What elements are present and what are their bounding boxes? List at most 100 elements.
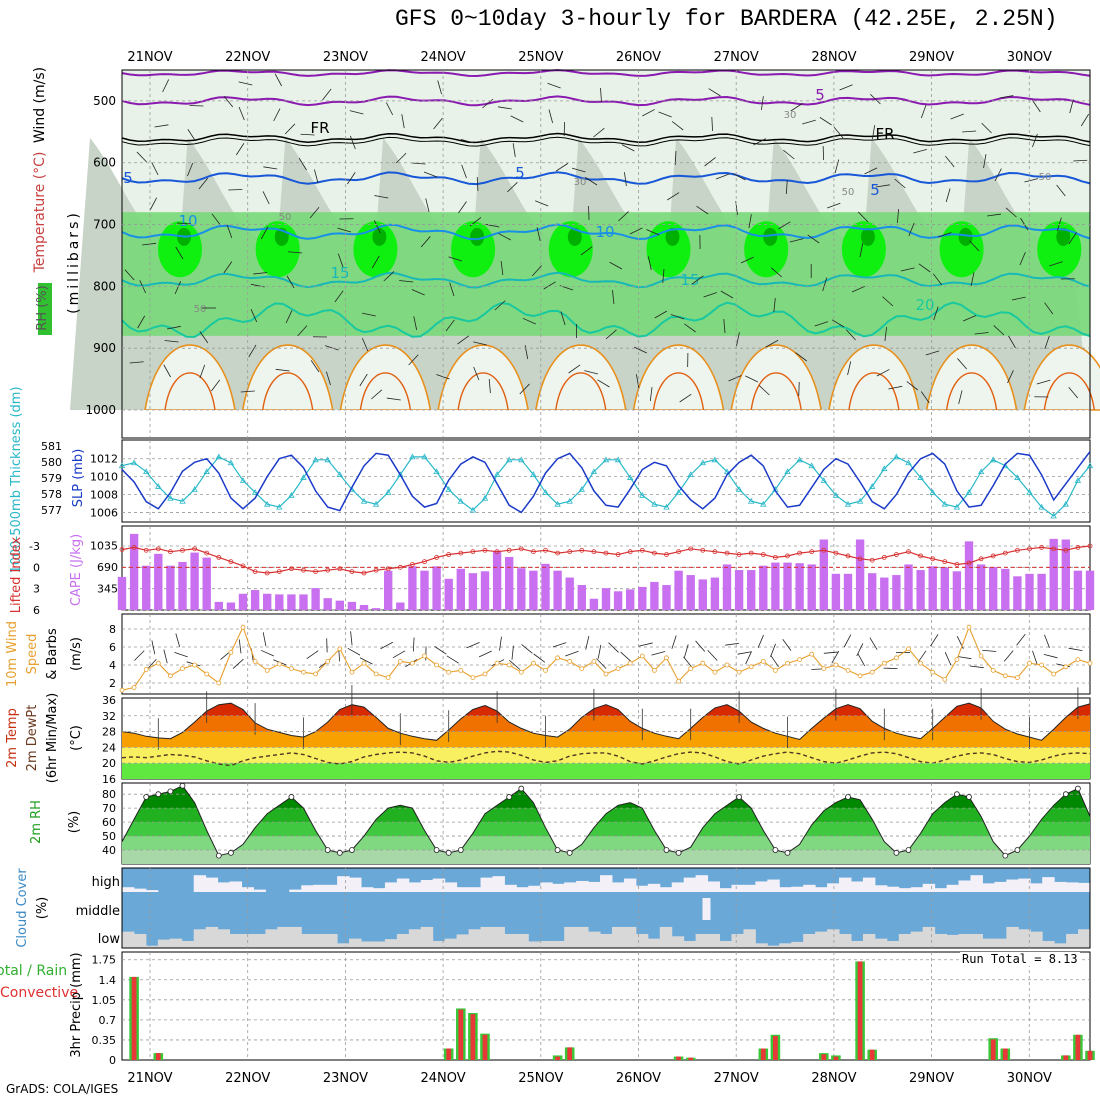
upper-wind-barb bbox=[597, 379, 610, 388]
upper-wind-barb bbox=[950, 113, 964, 120]
temp-contour-minus5 bbox=[121, 95, 1091, 107]
wind10-barb bbox=[412, 637, 415, 652]
upper-wind-barb bbox=[411, 289, 425, 296]
upper-wind-barb bbox=[819, 117, 832, 126]
upper-wind-barb bbox=[649, 387, 653, 402]
thickness-point bbox=[941, 500, 948, 507]
cloud-high-bar bbox=[588, 881, 601, 892]
cape-bar bbox=[384, 570, 393, 610]
cloud-high-bar bbox=[707, 881, 721, 892]
thickness-point bbox=[917, 474, 924, 480]
temp2m-tick: 20 bbox=[102, 757, 116, 770]
cloud-high-bar bbox=[540, 882, 553, 892]
precip-conv-bar bbox=[833, 1056, 839, 1060]
temperature-dome-inner bbox=[262, 372, 314, 411]
precip-frame bbox=[121, 951, 1091, 1061]
ylabel-lifted-index: Lifted Index bbox=[9, 536, 24, 613]
upper-wind-barb bbox=[908, 222, 915, 237]
cloud-high-bar bbox=[456, 887, 470, 892]
cloud-low-bar bbox=[623, 926, 637, 948]
cape-bar bbox=[783, 562, 792, 610]
date-label-top: 24NOV bbox=[421, 50, 466, 65]
wind10-barb bbox=[782, 639, 792, 651]
date-label-top: 21NOV bbox=[127, 50, 172, 65]
ylabel-cloud-unit: (%) bbox=[35, 897, 50, 920]
upper-wind-barb bbox=[745, 375, 759, 383]
upper-wind-barb bbox=[322, 88, 332, 101]
freezing-level-contour-2 bbox=[121, 136, 1091, 147]
wind10-point bbox=[458, 668, 464, 673]
upper-wind-barb bbox=[262, 191, 270, 205]
cloud-high-bar bbox=[384, 882, 398, 892]
thickness-point bbox=[372, 500, 380, 507]
cloud-low-bar bbox=[815, 931, 828, 948]
lifted-index-point bbox=[264, 570, 270, 576]
upper-wind-barb bbox=[851, 285, 865, 293]
upper-wind-barb bbox=[884, 327, 888, 342]
upper-wind-barb bbox=[969, 240, 980, 252]
precip-conv-bar bbox=[470, 1014, 476, 1060]
upper-wind-barb bbox=[137, 315, 146, 329]
cloud-high-bar bbox=[982, 883, 995, 892]
wind10-barb bbox=[969, 665, 984, 669]
lifted-index-point bbox=[131, 545, 137, 550]
upper-wind-barb bbox=[482, 98, 494, 109]
cloud-low-bar bbox=[169, 938, 183, 948]
lifted-index-point bbox=[543, 547, 548, 553]
lifted-index-point bbox=[482, 547, 488, 553]
thickness-point bbox=[554, 500, 561, 507]
wind10-point bbox=[531, 660, 536, 666]
upper-wind-barb bbox=[753, 138, 767, 146]
cloud-high-bar bbox=[611, 882, 625, 892]
upper-wind-barb bbox=[790, 103, 803, 112]
cloud-high-bar bbox=[898, 888, 912, 892]
upper-wind-barb bbox=[536, 227, 541, 242]
date-label-bottom: 25NOV bbox=[518, 1071, 563, 1086]
cape-bar bbox=[142, 565, 151, 610]
upper-wind-barb bbox=[1008, 335, 1016, 349]
temperature-dome-inner bbox=[848, 372, 900, 411]
thickness-point bbox=[167, 494, 174, 501]
cloud-low-bar bbox=[683, 940, 697, 948]
contour-label: FR bbox=[310, 119, 329, 137]
cloud-low-bar bbox=[850, 940, 864, 948]
thickness-point bbox=[869, 483, 876, 489]
rh2m-line bbox=[121, 785, 1091, 857]
upper-wind-barb bbox=[870, 93, 881, 105]
upper-wind-barb bbox=[386, 102, 394, 116]
cape-bar bbox=[710, 577, 720, 610]
cloud-high-bar bbox=[289, 889, 302, 892]
upper-wind-barb bbox=[383, 271, 395, 282]
wind10-point bbox=[397, 659, 403, 664]
ylabel-wind10-line1: 10m Wind bbox=[5, 621, 20, 687]
upper-wind-barb bbox=[658, 111, 672, 118]
cape-bar bbox=[408, 566, 417, 610]
cloud-high-bar bbox=[1042, 877, 1055, 892]
ylabel-rh2m-unit: (%) bbox=[67, 811, 82, 834]
thickness-point bbox=[590, 468, 598, 475]
lifted-index-point bbox=[1002, 550, 1008, 556]
cloud-high-bar bbox=[600, 875, 613, 892]
precip-conv-bar bbox=[869, 1049, 875, 1060]
thickness-point bbox=[578, 486, 585, 492]
lifted-index-point bbox=[518, 546, 524, 552]
wind10-barb bbox=[446, 655, 459, 664]
cape-bar bbox=[807, 564, 816, 610]
cape-bar bbox=[795, 563, 804, 610]
wind10-barb bbox=[608, 642, 619, 653]
cape-bar bbox=[952, 571, 962, 610]
wind10-barb bbox=[1003, 650, 1014, 662]
lifted-index-point bbox=[313, 569, 319, 574]
thickness-point bbox=[469, 506, 477, 513]
wind10-tick: 4 bbox=[109, 659, 116, 672]
cloud-low-bar bbox=[767, 945, 780, 948]
thickness-point bbox=[191, 486, 198, 492]
precip-conv-bar bbox=[1063, 1055, 1069, 1060]
wind10-point bbox=[591, 659, 597, 664]
cloud-low-bar bbox=[576, 926, 589, 948]
cloud-high-bar bbox=[444, 882, 458, 892]
slp-frame bbox=[121, 439, 1091, 523]
upper-wind-barb bbox=[349, 135, 356, 150]
lifted-index-point bbox=[869, 557, 875, 563]
wind10-barb bbox=[380, 641, 394, 650]
